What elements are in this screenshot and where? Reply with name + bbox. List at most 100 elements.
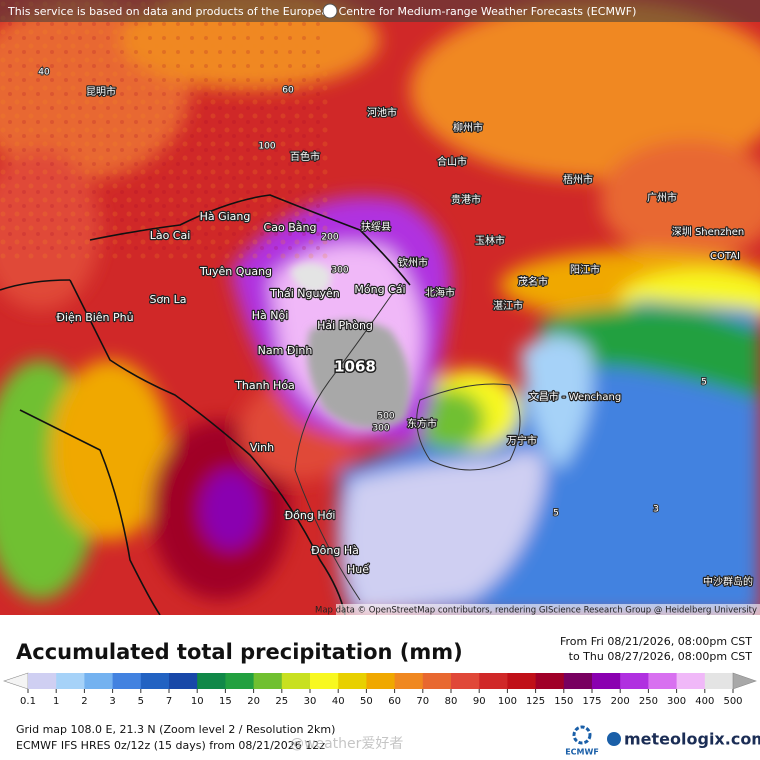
max-value: 1068 xyxy=(334,358,376,376)
contour-label: 500 xyxy=(377,412,394,422)
model-info: ECMWF IFS HRES 0z/12z (15 days) from 08/… xyxy=(16,739,325,752)
place-label: Hải Phòng xyxy=(317,319,373,332)
colorbar-arrow xyxy=(732,672,757,690)
ecmwf-logo xyxy=(572,725,592,745)
colorbar-segment xyxy=(451,673,480,689)
contour-label: 300 xyxy=(372,424,389,434)
place-label: Nam Định xyxy=(258,344,313,357)
colorbar-tick-label: 150 xyxy=(554,696,573,707)
colorbar-tick-label: 250 xyxy=(639,696,658,707)
borders xyxy=(0,194,411,615)
place-label: 河池市 xyxy=(367,106,397,119)
notice-bar xyxy=(0,0,760,22)
colorbar: 0.1 1 2 3 5 7 10 15 20 25 30 40 50 60 70 80 90 100 125 150 1… xyxy=(3,672,757,707)
place-label: 玉林市 xyxy=(475,234,505,247)
attribution-bg xyxy=(336,604,760,615)
place-label: 扶绥县 xyxy=(361,220,391,233)
watermark: @weather爱好者 xyxy=(290,736,403,752)
colorbar-segment xyxy=(310,673,339,689)
colorbar-tick-label: 90 xyxy=(473,696,486,707)
place-label: 广州市 xyxy=(647,191,677,204)
colorbar-tick-label: 20 xyxy=(247,696,260,707)
colorbar-tick-label: 400 xyxy=(695,696,714,707)
place-label: 柳州市 xyxy=(453,121,483,134)
contour-label: 60 xyxy=(282,86,294,96)
colorbar-tick-label: 10 xyxy=(191,696,204,707)
place-label: 湛江市 xyxy=(493,299,523,312)
colorbar-arrow xyxy=(3,672,29,690)
place-label: Vinh xyxy=(250,441,274,454)
place-label: 阳江市 xyxy=(570,263,600,276)
contour-label: 3 xyxy=(653,505,659,515)
hainan-coast xyxy=(416,383,521,471)
place-label: 茂名市 xyxy=(518,275,548,288)
colorbar-segment xyxy=(56,673,85,689)
coastline xyxy=(294,289,396,601)
place-label: 贵港市 xyxy=(451,193,481,206)
colorbar-tick-label: 70 xyxy=(416,696,429,707)
colorbar-tick-label: 50 xyxy=(360,696,373,707)
brand-icon xyxy=(607,732,621,746)
contour-label: 100 xyxy=(258,142,275,152)
colorbar-tick-label: 3 xyxy=(109,696,115,707)
colorbar-tick-label: 80 xyxy=(445,696,458,707)
brand: meteologix.com xyxy=(624,730,760,749)
place-label: Đông Hà xyxy=(311,544,359,557)
colorbar-tick-label: 60 xyxy=(388,696,401,707)
place-label: Hà Nội xyxy=(252,309,289,322)
notice: This service is based on data and produc… xyxy=(7,5,636,18)
colorbar-segment xyxy=(338,673,367,689)
colorbar-tick-label: 175 xyxy=(582,696,601,707)
place-label: 梧州市 xyxy=(563,173,593,186)
place-label: Điện Biên Phủ xyxy=(56,311,133,324)
precipitation-map: This service is based on data and produc… xyxy=(0,0,760,615)
colorbar-segment xyxy=(394,673,424,689)
place-label: COTAI xyxy=(710,251,740,262)
colorbar-segment xyxy=(592,673,621,689)
contour-label: 300 xyxy=(331,266,348,276)
place-label: Móng Cái xyxy=(354,283,405,296)
place-label: 文昌市 - Wenchang xyxy=(529,390,621,403)
place-label: 中沙群岛的 xyxy=(703,575,753,588)
colorbar-segment xyxy=(704,673,734,689)
colorbar-segment xyxy=(563,673,593,689)
place-label: 合山市 xyxy=(437,155,467,168)
place-label: Tuyên Quang xyxy=(199,265,272,278)
colorbar-segment xyxy=(507,673,537,689)
place-label: 北海市 xyxy=(425,286,455,299)
attribution: Map data © OpenStreetMap contributors, r… xyxy=(315,606,757,616)
place-label: 东方市 xyxy=(407,417,437,430)
colorbar-segment xyxy=(366,673,396,689)
date-to: to Thu 08/27/2026, 08:00pm CST xyxy=(569,650,753,663)
place-label: Huế xyxy=(347,563,369,576)
colorbar-tick-label: 5 xyxy=(138,696,144,707)
core-field xyxy=(290,262,410,428)
legend-title: Accumulated total precipitation (mm) xyxy=(16,640,463,664)
contour-label: 200 xyxy=(321,233,338,243)
colorbar-tick-label: 40 xyxy=(332,696,345,707)
colorbar-tick-label: 7 xyxy=(166,696,172,707)
info-icon xyxy=(322,3,338,19)
colorbar-segment xyxy=(28,673,57,689)
colorbar-segment xyxy=(422,673,452,689)
place-label: Sơn La xyxy=(149,293,186,306)
place-label: 昆明市 xyxy=(86,85,116,98)
legend-panel: Accumulated total precipitation (mm) Fro… xyxy=(3,635,760,757)
colorbar-tick-label: 15 xyxy=(219,696,232,707)
place-label: Cao Bằng xyxy=(264,221,317,234)
contour-label: 40 xyxy=(38,68,50,78)
colorbar-tick-label: 500 xyxy=(723,696,742,707)
grid-info: Grid map 108.0 E, 21.3 N (Zoom level 2 /… xyxy=(16,723,335,736)
colorbar-tick-label: 200 xyxy=(611,696,630,707)
place-labels: Hà Giang Cao Bằng Lào Cai Tuyên Quang Th… xyxy=(55,84,754,589)
colorbar-segment xyxy=(281,673,311,689)
colorbar-segment xyxy=(620,673,649,689)
colorbar-segment xyxy=(169,673,198,689)
place-label: 钦州市 xyxy=(398,256,428,269)
contour-label: 5 xyxy=(553,509,559,519)
date-from: From Fri 08/21/2026, 08:00pm CST xyxy=(560,635,752,648)
colorbar-tick-label: 300 xyxy=(667,696,686,707)
colorbar-tick-label: 25 xyxy=(275,696,288,707)
colorbar-segment xyxy=(197,673,226,689)
